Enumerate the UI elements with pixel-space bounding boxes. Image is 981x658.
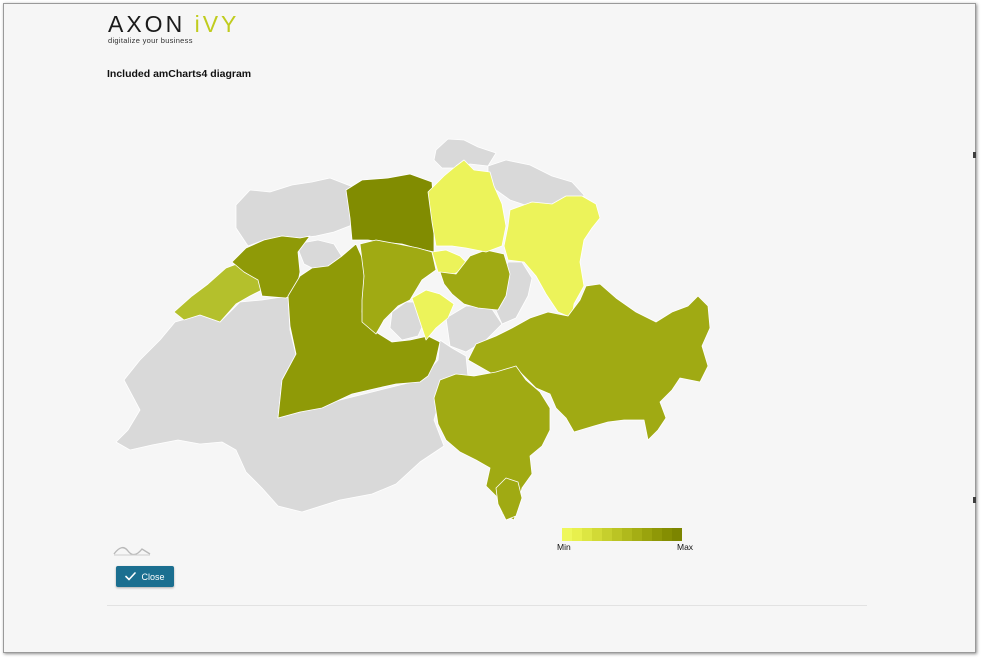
window-edge-mark [973,497,976,503]
legend-gradient-step [662,528,672,541]
logo-wordmark: AXON iVY [108,11,240,37]
legend-gradient-step [622,528,632,541]
legend-gradient-bar [562,528,682,541]
window-edge-mark [973,152,976,158]
region-luzern[interactable] [359,239,437,335]
legend-gradient-step [572,528,582,541]
region-ticino-lakes[interactable] [495,477,523,521]
legend-gradient-step [562,528,572,541]
legend-gradient-step [652,528,662,541]
legend-gradient-step [592,528,602,541]
region-ticino[interactable] [433,365,551,521]
logo-tagline: digitalize your business [108,36,193,45]
region-bern[interactable] [277,243,441,419]
axon-ivy-logo: AXON iVY digitalize your business [108,11,239,45]
legend-gradient-step [612,528,622,541]
close-button[interactable]: Close [116,566,174,587]
legend-gradient-step [672,528,682,541]
region-aargau[interactable] [345,173,435,253]
amcharts-watermark-icon[interactable] [112,541,152,557]
legend-gradient-step [602,528,612,541]
legend-min-label: Min [557,542,571,552]
region-zurich[interactable] [427,159,507,253]
legend-gradient-step [632,528,642,541]
map-legend: Min Max [556,528,696,553]
switzerland-map [115,138,711,521]
region-graubuenden[interactable] [467,283,711,441]
legend-gradient-step [582,528,592,541]
region-schwyz[interactable] [439,249,511,311]
footer-divider [107,605,867,606]
check-icon [125,572,137,581]
close-button-label: Close [141,571,165,582]
region-st-gallen[interactable] [503,195,601,319]
page-title: Included amCharts4 diagram [107,68,252,80]
legend-gradient-step [642,528,652,541]
region-jura[interactable] [231,235,311,299]
region-nidwalden[interactable] [411,289,455,341]
legend-max-label: Max [677,542,694,552]
